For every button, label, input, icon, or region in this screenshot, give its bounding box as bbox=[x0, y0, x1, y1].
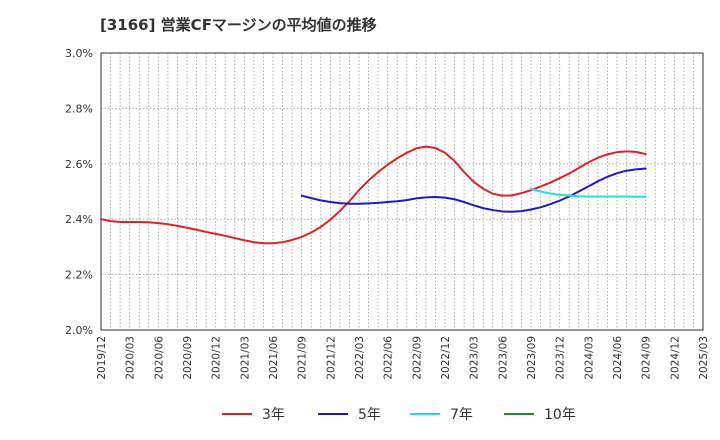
x-tick-label: 2021/09 bbox=[297, 336, 309, 380]
plot-border bbox=[100, 52, 704, 331]
x-tick-label: 2023/06 bbox=[497, 336, 509, 380]
x-tick-label: 2021/12 bbox=[325, 336, 337, 380]
y-tick-label: 2.6% bbox=[65, 158, 93, 171]
x-tick-label: 2024/12 bbox=[669, 336, 681, 380]
series-line-0 bbox=[100, 145, 647, 245]
x-tick-label: 2023/09 bbox=[526, 336, 538, 380]
x-tick-label: 2022/06 bbox=[383, 336, 395, 380]
x-tick-label: 2020/06 bbox=[153, 336, 165, 380]
x-tick-label: 2024/03 bbox=[583, 336, 595, 380]
x-tick-label: 2019/12 bbox=[96, 336, 108, 380]
legend-swatch bbox=[318, 413, 348, 415]
y-tick-label: 2.0% bbox=[65, 324, 93, 337]
legend-item: 5年 bbox=[318, 402, 381, 426]
chart-svg: 2.0% 2.2% 2.4% 2.6% 2.8% 3.0% 2019/12 2020/03 20… bbox=[65, 47, 710, 380]
legend-swatch bbox=[410, 413, 440, 415]
plot-area bbox=[101, 53, 703, 330]
series-line-2 bbox=[530, 187, 647, 198]
x-tick-label: 2022/12 bbox=[440, 336, 452, 380]
y-tick-label: 3.0% bbox=[65, 47, 93, 60]
legend-item: 7年 bbox=[410, 402, 473, 426]
x-tick-label: 2022/03 bbox=[354, 336, 366, 380]
x-tick-label: 2024/06 bbox=[612, 336, 624, 380]
x-tick-label: 2025/03 bbox=[698, 336, 710, 380]
x-tick-label: 2023/03 bbox=[469, 336, 481, 380]
series-line-1 bbox=[300, 167, 647, 213]
legend-swatch bbox=[222, 413, 252, 415]
legend-label: 7年 bbox=[450, 407, 473, 423]
x-tick-label: 2024/09 bbox=[641, 336, 653, 380]
chart-title: [3166] 営業CFマージンの平均値の推移 bbox=[100, 16, 377, 34]
legend: 3年 5年 7年 10年 bbox=[0, 402, 720, 426]
x-tick-label: 2022/09 bbox=[411, 336, 423, 380]
x-tick-label: 2021/03 bbox=[239, 336, 251, 380]
y-tick-label: 2.4% bbox=[65, 213, 93, 226]
legend-swatch bbox=[504, 413, 534, 415]
y-tick-label: 2.2% bbox=[65, 269, 93, 282]
y-tick-label: 2.8% bbox=[65, 102, 93, 115]
x-tick-label: 2020/03 bbox=[125, 336, 137, 380]
legend-label: 5年 bbox=[358, 407, 381, 423]
x-tick-label: 2020/12 bbox=[211, 336, 223, 380]
legend-item: 3年 bbox=[222, 402, 285, 426]
x-tick-label: 2021/06 bbox=[268, 336, 280, 380]
legend-label: 3年 bbox=[262, 407, 285, 423]
legend-label: 10年 bbox=[544, 407, 576, 423]
legend-item: 10年 bbox=[504, 402, 576, 426]
x-tick-label: 2020/09 bbox=[182, 336, 194, 380]
x-tick-label: 2023/12 bbox=[555, 336, 567, 380]
